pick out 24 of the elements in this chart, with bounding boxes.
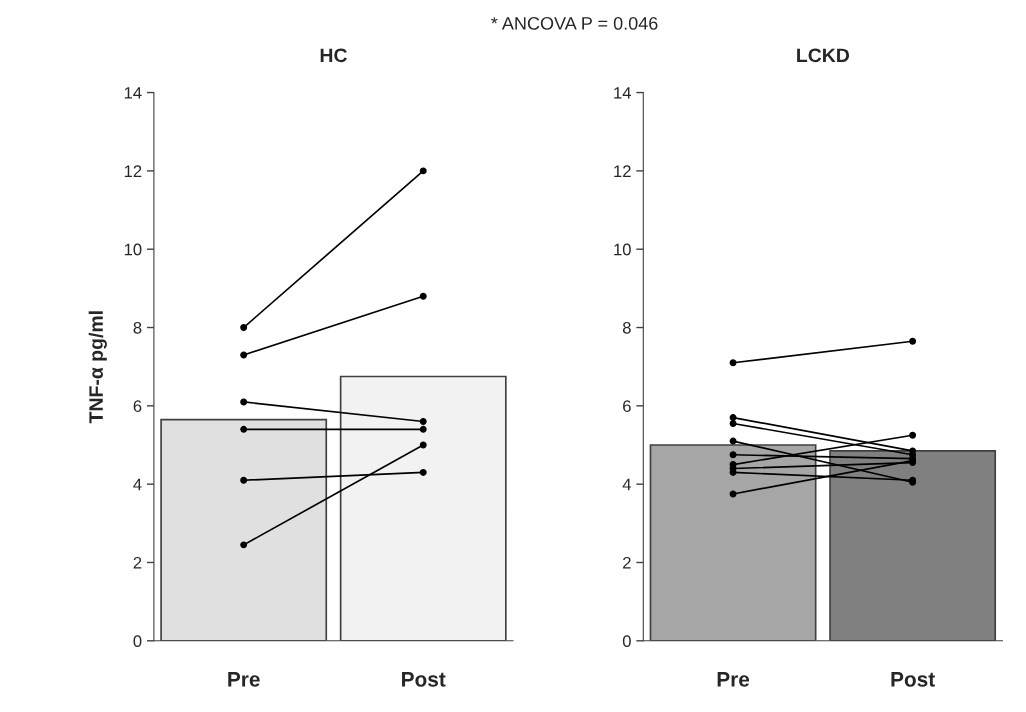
y-tick-label: 8 [622, 321, 631, 334]
y-tick-label: 8 [133, 321, 142, 334]
y-tick-label: 14 [614, 87, 632, 99]
x-tick-label: Pre [228, 672, 260, 687]
y-tick-label: 10 [124, 243, 142, 256]
y-tick-label: 6 [133, 400, 142, 413]
y-axis-title: TNF-α pg/ml [88, 311, 107, 424]
y-tick-label: 4 [622, 478, 632, 491]
y-tick-label: 0 [622, 635, 631, 647]
y-tick-label: 6 [623, 400, 631, 413]
text: * ANCOVA P = 0.046 [491, 16, 658, 30]
y-tick-label: 2 [133, 556, 142, 569]
chart-title: HC [320, 48, 347, 63]
x-tick-label: Pre [717, 672, 750, 687]
y-tick-label: 12 [614, 165, 631, 177]
y-tick-label: 0 [133, 635, 142, 647]
y-tick-label: 12 [124, 165, 142, 177]
chart-title: LCKD [797, 48, 850, 63]
y-tick-label: 14 [124, 87, 142, 99]
x-tick-label: Post [891, 672, 935, 687]
y-tick-label: 10 [614, 243, 631, 256]
y-tick-label: 2 [623, 556, 631, 569]
y-tick-label: 4 [133, 478, 142, 491]
x-tick-label: Post [402, 672, 446, 687]
